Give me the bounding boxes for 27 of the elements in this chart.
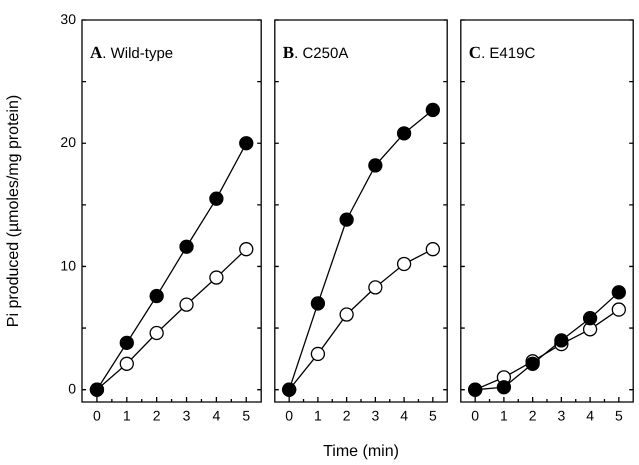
y-tick-label: 0: [68, 380, 76, 397]
text: C. E419C: [468, 43, 536, 62]
y-tick-label: 20: [60, 134, 76, 150]
x-tick-label: 2: [342, 407, 351, 424]
x-tick-label: 5: [242, 407, 250, 424]
x-tick-label: 5: [614, 407, 623, 424]
x-tick-label: 3: [557, 407, 566, 424]
x-tick-label: 0: [93, 407, 102, 424]
x-tick-label: 3: [182, 407, 191, 424]
x-axis-title: Time (min): [323, 442, 399, 460]
x-tick-label: 3: [371, 407, 380, 424]
x-tick-label: 0: [471, 407, 480, 424]
x-tick-label: 2: [528, 407, 537, 424]
x-tick-label: 4: [586, 407, 594, 424]
x-tick-label: 0: [285, 407, 294, 424]
y-tick-label: 30: [60, 10, 76, 27]
x-tick-label: 5: [428, 407, 437, 424]
x-tick-label: 4: [400, 407, 408, 424]
y-axis-title: Pi produced (µmoles/mg protein): [5, 94, 22, 328]
x-tick-label: 1: [314, 407, 322, 424]
y-tick-label: 10: [60, 257, 76, 274]
text: A. Wild-type: [90, 43, 174, 62]
x-tick-label: 2: [152, 407, 161, 424]
text: B. C250A: [282, 43, 348, 62]
x-tick-label: 4: [212, 407, 220, 424]
x-tick-label: 1: [122, 407, 131, 424]
x-tick-label: 1: [500, 407, 508, 424]
